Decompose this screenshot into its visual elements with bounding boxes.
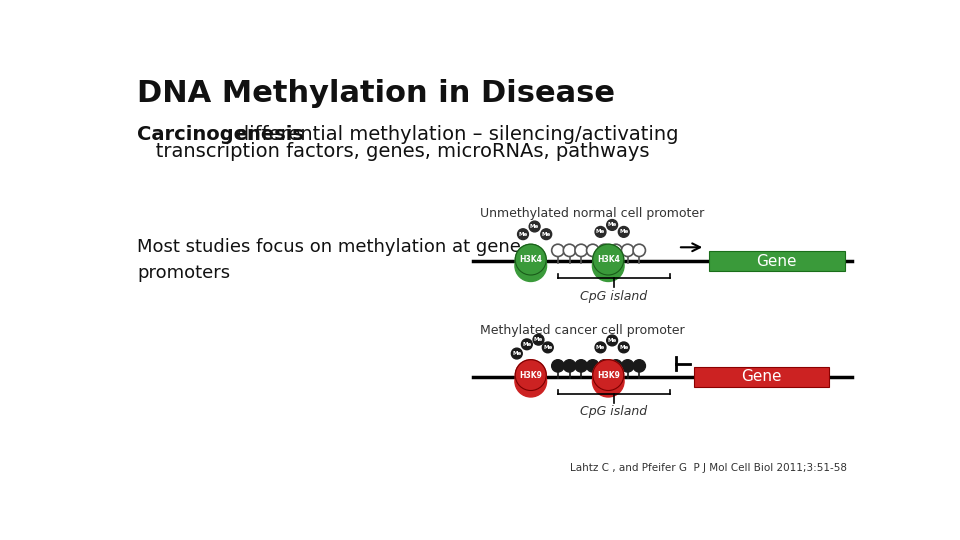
Text: H3K9: H3K9 <box>519 370 542 380</box>
Circle shape <box>592 360 624 390</box>
Text: Gene: Gene <box>741 369 781 384</box>
Circle shape <box>592 366 624 397</box>
Circle shape <box>621 360 634 372</box>
Text: Me: Me <box>608 222 616 227</box>
Circle shape <box>564 244 576 256</box>
Text: Methylated cancer cell promoter: Methylated cancer cell promoter <box>480 325 685 338</box>
Circle shape <box>533 334 544 345</box>
Circle shape <box>552 360 564 372</box>
Text: Lahtz C , and Pfeifer G  P J Mol Cell Biol 2011;3:51-58: Lahtz C , and Pfeifer G P J Mol Cell Bio… <box>570 463 847 473</box>
Text: Me: Me <box>619 345 629 350</box>
Text: Unmethylated normal cell promoter: Unmethylated normal cell promoter <box>480 207 705 220</box>
FancyBboxPatch shape <box>693 367 829 387</box>
Circle shape <box>512 348 522 359</box>
Text: Me: Me <box>530 224 540 229</box>
Circle shape <box>564 360 576 372</box>
Circle shape <box>515 250 546 281</box>
Circle shape <box>594 246 622 273</box>
Circle shape <box>516 246 544 273</box>
Text: Me: Me <box>543 345 552 350</box>
Text: Me: Me <box>518 232 528 237</box>
Circle shape <box>610 360 622 372</box>
Circle shape <box>592 250 624 281</box>
Circle shape <box>575 360 588 372</box>
Circle shape <box>521 339 532 350</box>
Text: Gene: Gene <box>756 254 797 268</box>
Text: Me: Me <box>534 337 543 342</box>
Text: CpG island: CpG island <box>581 289 648 302</box>
Circle shape <box>621 244 634 256</box>
Text: Me: Me <box>608 338 616 343</box>
Circle shape <box>592 244 624 275</box>
Text: H3K4: H3K4 <box>597 255 620 264</box>
Text: CpG island: CpG island <box>581 405 648 418</box>
Circle shape <box>633 360 645 372</box>
Text: Me: Me <box>619 230 629 234</box>
Circle shape <box>542 342 553 353</box>
Circle shape <box>598 360 611 372</box>
Circle shape <box>595 226 606 237</box>
Text: Most studies focus on methylation at gene
promoters: Most studies focus on methylation at gen… <box>137 238 521 282</box>
Circle shape <box>517 229 528 240</box>
Circle shape <box>598 244 611 256</box>
Circle shape <box>516 361 544 389</box>
Text: DNA Methylation in Disease: DNA Methylation in Disease <box>137 79 615 107</box>
Text: : differential methylation – silencing/activating: : differential methylation – silencing/a… <box>224 125 679 144</box>
Circle shape <box>610 244 622 256</box>
Text: Me: Me <box>522 342 532 347</box>
Circle shape <box>618 342 629 353</box>
Text: H3K4: H3K4 <box>519 255 542 264</box>
Circle shape <box>618 226 629 237</box>
Text: transcription factors, genes, microRNAs, pathways: transcription factors, genes, microRNAs,… <box>137 142 650 161</box>
Circle shape <box>607 335 617 346</box>
Text: Me: Me <box>596 230 605 234</box>
Circle shape <box>516 360 546 390</box>
Text: H3K9: H3K9 <box>597 370 620 380</box>
Text: Carcinogenesis: Carcinogenesis <box>137 125 304 144</box>
Circle shape <box>575 244 588 256</box>
Circle shape <box>595 342 606 353</box>
Circle shape <box>515 366 546 397</box>
Circle shape <box>529 221 540 232</box>
Circle shape <box>587 360 599 372</box>
Circle shape <box>633 244 645 256</box>
Circle shape <box>516 244 546 275</box>
Text: Me: Me <box>596 345 605 350</box>
Circle shape <box>607 220 617 231</box>
Text: Me: Me <box>513 351 521 356</box>
Text: Me: Me <box>541 232 551 237</box>
Circle shape <box>552 244 564 256</box>
Circle shape <box>540 229 552 240</box>
Circle shape <box>587 244 599 256</box>
Circle shape <box>594 361 622 389</box>
FancyBboxPatch shape <box>709 251 845 271</box>
